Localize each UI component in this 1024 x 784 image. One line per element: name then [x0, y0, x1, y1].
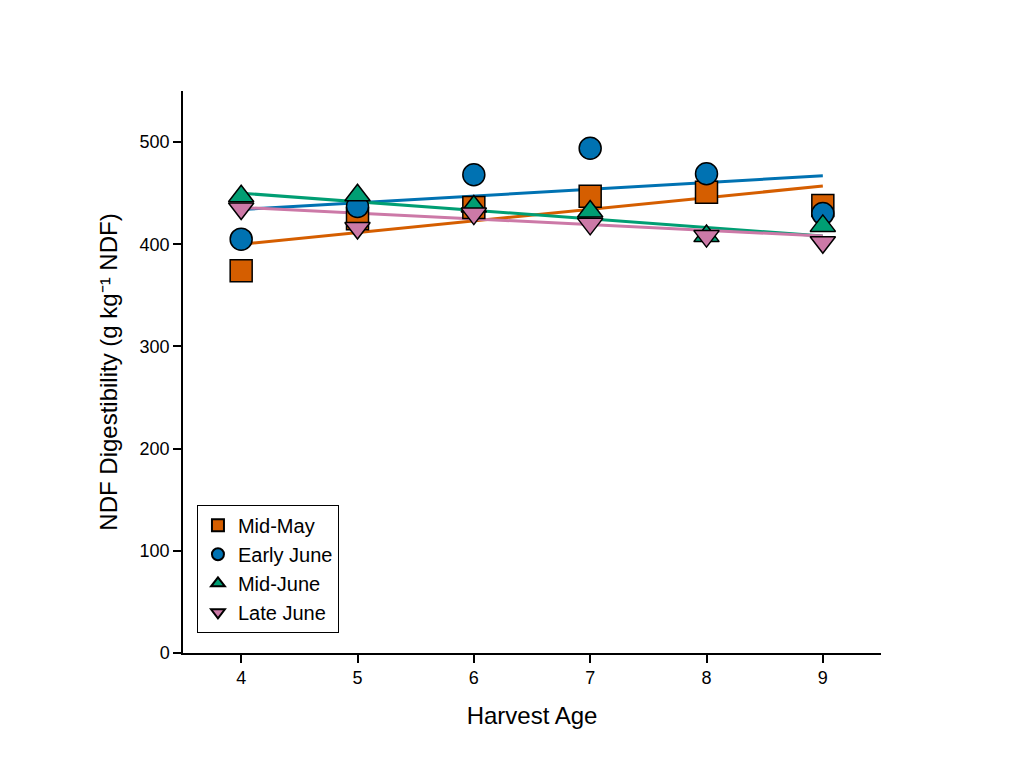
svg-text:Mid-June: Mid-June — [238, 573, 320, 595]
svg-text:400: 400 — [140, 235, 170, 255]
svg-text:7: 7 — [585, 668, 595, 688]
svg-text:0: 0 — [160, 643, 170, 663]
svg-text:300: 300 — [140, 337, 170, 357]
svg-text:Late June: Late June — [238, 602, 326, 624]
svg-text:8: 8 — [701, 668, 711, 688]
svg-text:Harvest Age: Harvest Age — [467, 702, 598, 729]
svg-text:9: 9 — [818, 668, 828, 688]
svg-text:100: 100 — [140, 541, 170, 561]
svg-text:500: 500 — [140, 132, 170, 152]
svg-text:NDF Digestibility (g kg⁻¹ NDF): NDF Digestibility (g kg⁻¹ NDF) — [95, 213, 122, 530]
svg-text:Early June: Early June — [238, 544, 333, 566]
svg-text:Mid-May: Mid-May — [238, 515, 315, 537]
svg-text:5: 5 — [352, 668, 362, 688]
svg-text:4: 4 — [236, 668, 246, 688]
svg-text:200: 200 — [140, 439, 170, 459]
svg-text:6: 6 — [469, 668, 479, 688]
